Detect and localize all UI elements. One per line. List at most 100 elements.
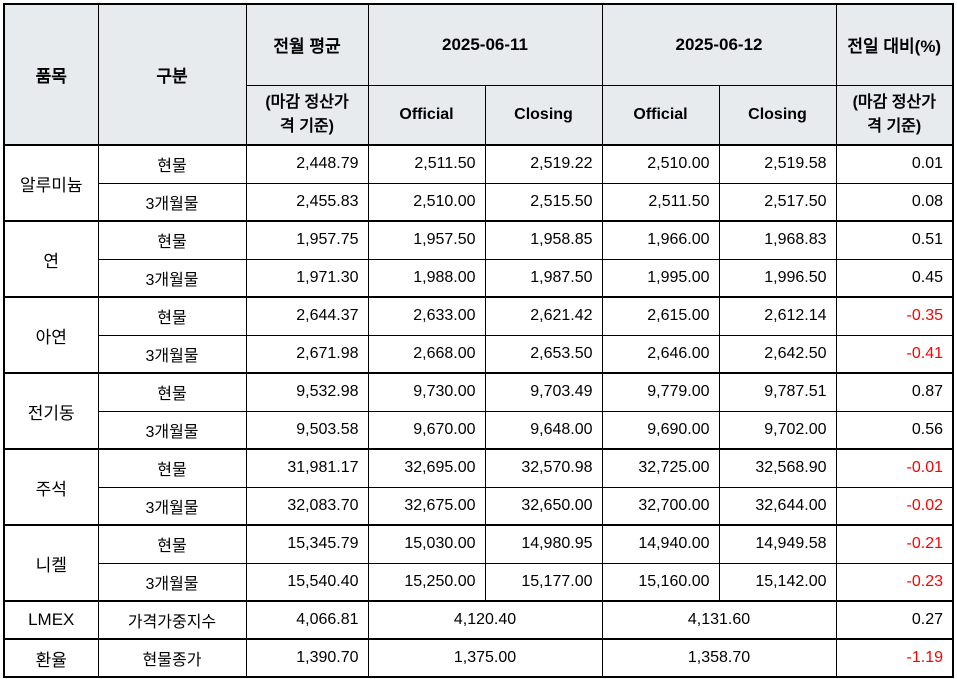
d2-official-cell: 32,700.00 xyxy=(601,486,720,526)
d2-official-cell: 15,160.00 xyxy=(601,562,720,602)
category-cell: 가격가중지수 xyxy=(97,600,247,640)
table-row: 알루미늄 현물 2,448.79 2,511.50 2,519.22 2,510… xyxy=(3,144,954,222)
prev-avg-cell: 1,390.70 xyxy=(245,638,369,678)
category-cell: 현물 xyxy=(97,144,247,184)
d1-closing-cell: 32,650.00 xyxy=(484,486,603,526)
header-item: 품목 xyxy=(3,3,99,146)
table-row: 주석 현물 31,981.17 32,695.00 32,570.98 32,7… xyxy=(3,448,954,526)
category-cell: 3개월물 xyxy=(97,258,247,298)
d2-official-cell: 9,779.00 xyxy=(601,372,720,412)
d1-closing-cell: 1,987.50 xyxy=(484,258,603,298)
header-row-2: (마감 정산가 격 기준) Official Closing Official … xyxy=(4,84,954,146)
d1-official-cell: 1,957.50 xyxy=(367,220,486,260)
prev-avg-cell: 1,957.75 xyxy=(245,220,369,260)
category-cell: 현물 xyxy=(97,372,247,412)
d2-closing-cell: 2,642.50 xyxy=(718,334,837,374)
d1-official-cell: 32,675.00 xyxy=(367,486,486,526)
d2-official-cell: 9,690.00 xyxy=(601,410,720,450)
d1-closing-cell: 2,519.22 xyxy=(484,144,603,184)
change-cell: -0.35 xyxy=(835,296,954,336)
change-cell: 0.51 xyxy=(835,220,954,260)
header-date1-official: Official xyxy=(367,84,486,146)
prev-avg-cell: 1,971.30 xyxy=(245,258,369,298)
d2-merged-cell: 1,358.70 xyxy=(601,638,837,678)
d1-official-cell: 2,633.00 xyxy=(367,296,486,336)
d2-closing-cell: 1,996.50 xyxy=(718,258,837,298)
category-cell: 3개월물 xyxy=(97,182,247,222)
table-row: 3개월물 1,971.30 1,988.00 1,987.50 1,995.00… xyxy=(4,258,954,298)
d2-closing-cell: 32,644.00 xyxy=(718,486,837,526)
header-prev-avg-sub: (마감 정산가 격 기준) xyxy=(245,84,369,146)
d2-closing-cell: 9,702.00 xyxy=(718,410,837,450)
header-change: 전일 대비(%) xyxy=(835,3,954,86)
table-row: 아연 현물 2,644.37 2,633.00 2,621.42 2,615.0… xyxy=(3,296,954,374)
d1-closing-cell: 15,177.00 xyxy=(484,562,603,602)
change-cell: -1.19 xyxy=(835,638,954,678)
header-category: 구분 xyxy=(97,3,247,146)
d2-closing-cell: 14,949.58 xyxy=(718,524,837,564)
category-cell: 3개월물 xyxy=(97,562,247,602)
d2-official-cell: 32,725.00 xyxy=(601,448,720,488)
change-cell: 0.08 xyxy=(835,182,954,222)
d2-closing-cell: 2,519.58 xyxy=(718,144,837,184)
d2-official-cell: 2,511.50 xyxy=(601,182,720,222)
table-header: 품목 구분 전월 평균 2025-06-11 2025-06-12 전일 대비(… xyxy=(3,3,954,146)
item-cell: 연 xyxy=(3,220,99,298)
header-change-sub: (마감 정산가 격 기준) xyxy=(835,84,954,146)
item-cell: 아연 xyxy=(3,296,99,374)
change-cell: 0.56 xyxy=(835,410,954,450)
category-cell: 현물 xyxy=(97,220,247,260)
prev-avg-cell: 9,532.98 xyxy=(245,372,369,412)
d1-closing-cell: 2,621.42 xyxy=(484,296,603,336)
table-body: 알루미늄 현물 2,448.79 2,511.50 2,519.22 2,510… xyxy=(3,144,954,678)
d1-official-cell: 2,510.00 xyxy=(367,182,486,222)
header-date2-closing: Closing xyxy=(718,84,837,146)
category-cell: 3개월물 xyxy=(97,486,247,526)
item-cell: 환율 xyxy=(3,638,99,678)
table-row: 니켈 현물 15,345.79 15,030.00 14,980.95 14,9… xyxy=(3,524,954,602)
change-cell: -0.02 xyxy=(835,486,954,526)
d1-closing-cell: 2,515.50 xyxy=(484,182,603,222)
d2-closing-cell: 15,142.00 xyxy=(718,562,837,602)
d1-closing-cell: 9,703.49 xyxy=(484,372,603,412)
prev-avg-cell: 2,448.79 xyxy=(245,144,369,184)
item-cell: LMEX xyxy=(3,600,99,640)
change-cell: -0.01 xyxy=(835,448,954,488)
item-cell: 알루미늄 xyxy=(3,144,99,222)
change-cell: -0.23 xyxy=(835,562,954,602)
prev-avg-cell: 2,644.37 xyxy=(245,296,369,336)
d2-official-cell: 1,995.00 xyxy=(601,258,720,298)
category-cell: 3개월물 xyxy=(97,334,247,374)
d1-official-cell: 15,250.00 xyxy=(367,562,486,602)
change-cell: -0.41 xyxy=(835,334,954,374)
header-date1-closing: Closing xyxy=(484,84,603,146)
category-cell: 현물 xyxy=(97,448,247,488)
d1-official-cell: 32,695.00 xyxy=(367,448,486,488)
d2-official-cell: 2,615.00 xyxy=(601,296,720,336)
d2-closing-cell: 2,517.50 xyxy=(718,182,837,222)
d1-official-cell: 2,668.00 xyxy=(367,334,486,374)
d2-closing-cell: 9,787.51 xyxy=(718,372,837,412)
header-date-2: 2025-06-12 xyxy=(601,3,837,86)
prev-avg-cell: 31,981.17 xyxy=(245,448,369,488)
table-row: 3개월물 32,083.70 32,675.00 32,650.00 32,70… xyxy=(4,486,954,526)
d1-closing-cell: 1,958.85 xyxy=(484,220,603,260)
change-cell: 0.87 xyxy=(835,372,954,412)
header-date2-official: Official xyxy=(601,84,720,146)
prev-avg-cell: 2,671.98 xyxy=(245,334,369,374)
d1-closing-cell: 14,980.95 xyxy=(484,524,603,564)
d2-official-cell: 14,940.00 xyxy=(601,524,720,564)
item-cell: 주석 xyxy=(3,448,99,526)
d1-official-cell: 2,511.50 xyxy=(367,144,486,184)
change-cell: -0.21 xyxy=(835,524,954,564)
category-cell: 현물 xyxy=(97,524,247,564)
category-cell: 현물 xyxy=(97,296,247,336)
d2-closing-cell: 2,612.14 xyxy=(718,296,837,336)
table-row: 연 현물 1,957.75 1,957.50 1,958.85 1,966.00… xyxy=(3,220,954,298)
prev-avg-cell: 4,066.81 xyxy=(245,600,369,640)
table-row: 3개월물 2,671.98 2,668.00 2,653.50 2,646.00… xyxy=(4,334,954,374)
table-row: 3개월물 2,455.83 2,510.00 2,515.50 2,511.50… xyxy=(4,182,954,222)
change-cell: 0.27 xyxy=(835,600,954,640)
lme-price-table: 품목 구분 전월 평균 2025-06-11 2025-06-12 전일 대비(… xyxy=(3,3,954,678)
